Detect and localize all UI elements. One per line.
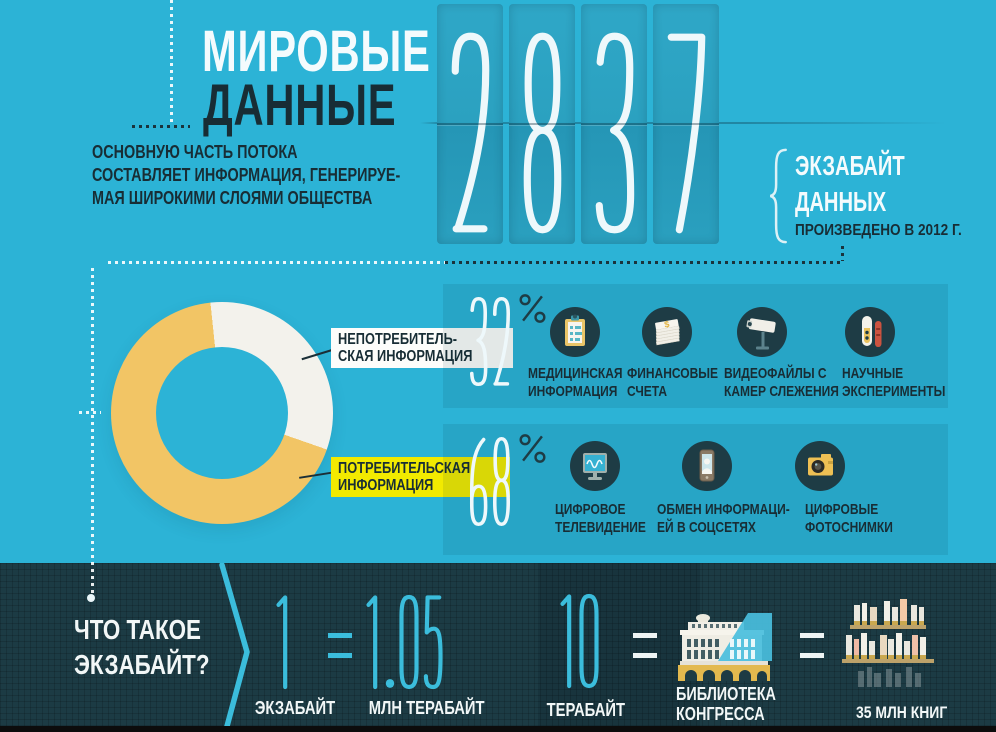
cctv-icon: [737, 307, 787, 357]
customer-callout: ПОТРЕБИТЕЛЬСКАЯ ИНФОРМАЦИЯ: [331, 457, 511, 497]
footer-question: ЧТО ТАКОЕ ЭКЗАБАЙТ?: [74, 614, 210, 680]
tb-value: [560, 592, 599, 690]
percent-sign: [519, 433, 546, 469]
exabyte-value: [276, 594, 291, 690]
photos-label: ЦИФРОВЫЕ ФОТОСНИМКИ: [805, 501, 893, 536]
tb-label: ТЕРАБАЙТ: [546, 700, 626, 720]
exabyte-label: ЭКЗАБАЙТ: [254, 698, 336, 718]
donut-hole: [156, 347, 288, 479]
counter-unit-line1: ЭКЗАБАЙТ: [795, 150, 905, 181]
flip-digit-panel: [437, 4, 503, 244]
bottom-black-strip: [0, 726, 996, 732]
footer-section: ЧТО ТАКОЕ ЭКЗАБАЙТ? ЭКЗАБАЙТ МЛН ТЕРАБАЙ…: [0, 562, 996, 732]
counter-unit-line2: ДАННЫХ: [795, 186, 887, 217]
tv-icon: [570, 441, 620, 491]
chevron-icon: [213, 562, 257, 732]
curly-brace-icon: [768, 148, 790, 244]
flip-digit-panel: [581, 4, 647, 244]
dotted-line-dark-under-title: [132, 125, 190, 128]
top-section: МИРОВЫЕ ДАННЫЕ ОСНОВНУЮ ЧАСТЬ ПОТОКА СОС…: [0, 0, 996, 563]
social-label: ОБМЕН ИНФОРМАЦИ- ЕЙ В СОЦСЕТЯХ: [657, 501, 790, 536]
flip-counter: [437, 4, 723, 244]
digital-tv-label: ЦИФРОВОЕ ТЕЛЕВИДЕНИЕ: [555, 501, 646, 536]
test-tubes-icon: [845, 307, 895, 357]
page-title-line1: МИРОВЫЕ: [202, 19, 431, 84]
dotted-line-horizontal-white: [108, 261, 445, 264]
dotted-line-vertical-top: [170, 0, 173, 122]
percent-sign: [519, 293, 546, 329]
equals-sign: [633, 633, 657, 658]
terabytes-label: МЛН ТЕРАБАЙТ: [368, 698, 485, 718]
equals-sign: [328, 633, 352, 658]
flip-digit-panel: [509, 4, 575, 244]
page-title-line2: ДАННЫЕ: [203, 73, 397, 138]
dotted-tick: [79, 411, 101, 414]
smartphone-icon: [682, 441, 732, 491]
dotted-line-horizontal-dark: [445, 261, 843, 264]
science-label: НАУЧНЫЕ ЭКСПЕРИМЕНТЫ: [842, 365, 946, 400]
percent-32: [469, 295, 511, 388]
shade-band: [538, 563, 700, 726]
library-building-icon: [672, 613, 784, 690]
noncustomer-group-panel: МЕДИЦИНСКАЯ ИНФОРМАЦИЯ $ ФИНАНСОВЫЕ СЧЕТА …: [443, 284, 948, 408]
dotted-line-end-dot: [87, 594, 95, 602]
flip-digit-panel: [653, 4, 719, 244]
camera-icon: [795, 441, 845, 491]
books-label: 35 МЛН КНИГ: [856, 703, 948, 722]
dotted-line-up-tick: [841, 246, 844, 261]
customer-group-panel: ЦИФРОВОЕ ТЕЛЕВИДЕНИЕ ОБМЕН ИНФОРМАЦИ- ЕЙ В…: [443, 424, 948, 555]
clipboard-icon: [550, 307, 600, 357]
svg-text:$: $: [663, 319, 670, 330]
medical-label: МЕДИЦИНСКАЯ ИНФОРМАЦИЯ: [528, 365, 623, 400]
counter-caption: ПРОИЗВЕДЕНО В 2012 Г.: [795, 222, 962, 239]
money-stack-icon: $: [642, 307, 692, 357]
terabytes-value: [366, 594, 443, 690]
dotted-line-vertical-left: [91, 268, 94, 594]
library-label: БИБЛИОТЕКА КОНГРЕССА: [676, 684, 776, 724]
bookshelf-icon: [840, 595, 950, 700]
equals-sign: [800, 633, 824, 658]
video-label: ВИДЕОФАЙЛЫ С КАМЕР СЛЕЖЕНИЯ: [724, 365, 839, 400]
percent-68: [469, 435, 511, 528]
intro-text: ОСНОВНУЮ ЧАСТЬ ПОТОКА СОСТАВЛЯЕТ ИНФОРМА…: [92, 142, 401, 208]
financial-label: ФИНАНСОВЫЕ СЧЕТА: [627, 365, 718, 400]
